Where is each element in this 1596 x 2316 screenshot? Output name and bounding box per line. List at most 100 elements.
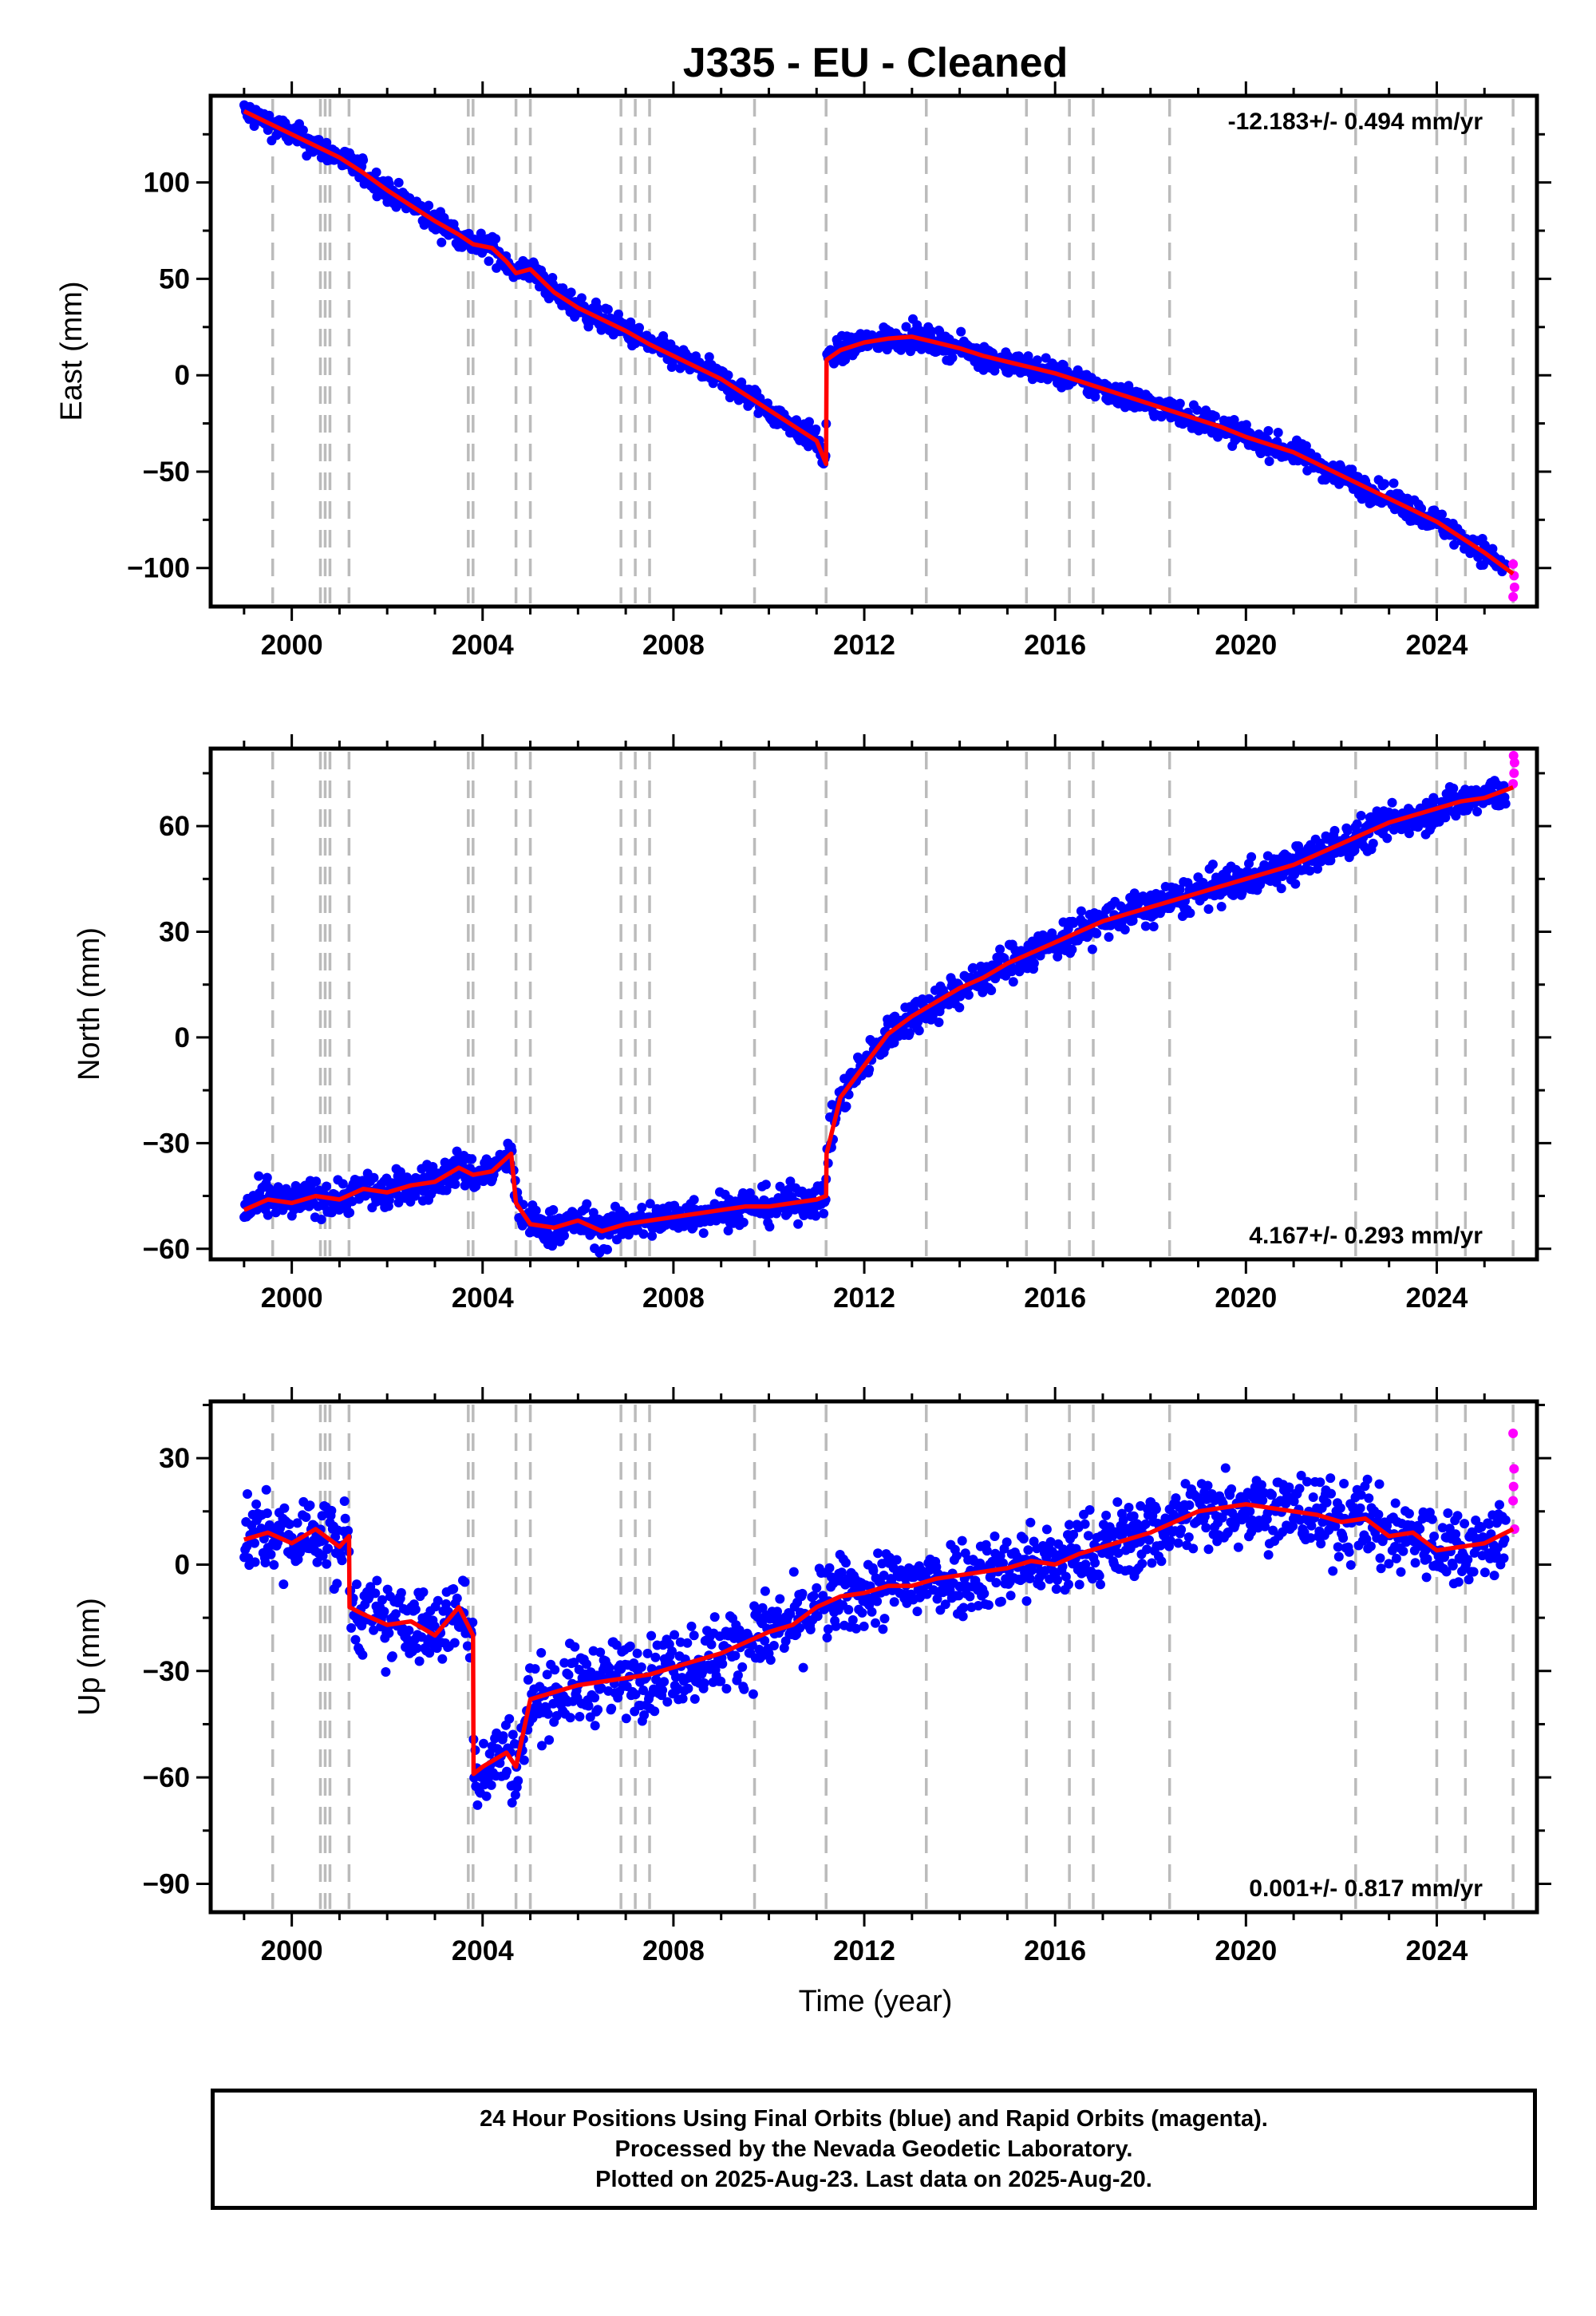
- final-point: [261, 1484, 271, 1495]
- final-point: [824, 1563, 835, 1573]
- final-point: [266, 1549, 276, 1559]
- final-point: [1199, 424, 1210, 434]
- rapid-point: [1508, 1429, 1519, 1438]
- final-point: [667, 359, 678, 370]
- y-tick-label: −60: [143, 1762, 190, 1793]
- final-point: [504, 1713, 515, 1724]
- final-point: [369, 1172, 379, 1183]
- final-point: [1188, 1543, 1199, 1554]
- final-point: [588, 1207, 598, 1218]
- y-axis-label: North (mm): [73, 927, 106, 1081]
- final-point: [765, 1655, 776, 1665]
- final-point: [1355, 1503, 1365, 1513]
- final-point: [901, 322, 911, 332]
- final-point: [721, 1684, 732, 1694]
- final-point: [424, 200, 434, 211]
- final-point: [1290, 879, 1301, 889]
- y-tick-label: 0: [175, 1549, 190, 1580]
- final-point: [311, 1176, 322, 1187]
- final-point: [1263, 425, 1274, 436]
- final-point: [1025, 1517, 1036, 1528]
- final-point: [1144, 1535, 1154, 1545]
- final-point: [1443, 1508, 1453, 1518]
- rapid-point: [1509, 582, 1519, 592]
- final-point: [760, 1586, 770, 1596]
- y-tick-label: 50: [159, 263, 190, 294]
- final-point: [566, 287, 576, 298]
- final-point: [1151, 1504, 1161, 1514]
- y-axis-label: East (mm): [55, 281, 89, 421]
- footer-line-2: Processed by the Nevada Geodetic Laborat…: [614, 2136, 1133, 2162]
- final-point: [305, 1500, 315, 1511]
- final-point: [1382, 833, 1393, 844]
- x-tick-label: 2008: [642, 630, 705, 661]
- panel-east: 2000 2004 2008 2012 2016 2020 2024 −100 −50 0 50 10…: [55, 81, 1551, 661]
- final-point: [575, 1712, 585, 1721]
- final-point: [1472, 807, 1483, 816]
- final-point: [1175, 398, 1185, 409]
- footer-line-1: 24 Hour Positions Using Final Orbits (bl…: [480, 2106, 1268, 2132]
- final-point: [717, 1658, 728, 1669]
- final-point: [637, 1203, 647, 1212]
- final-point: [531, 1205, 541, 1215]
- final-point: [345, 1207, 355, 1218]
- final-point: [460, 1577, 470, 1587]
- final-point: [1398, 1546, 1408, 1556]
- x-tick-label: 2012: [833, 1282, 895, 1314]
- rapid-point: [1508, 1481, 1519, 1492]
- final-point: [1365, 1541, 1376, 1551]
- y-tick-label: 30: [159, 917, 190, 948]
- final-point: [316, 1215, 326, 1224]
- final-point: [775, 1594, 785, 1604]
- final-point: [957, 1535, 967, 1546]
- footer-line-3: Plotted on 2025-Aug-23. Last data on 202…: [595, 2167, 1152, 2192]
- final-point: [1390, 1498, 1400, 1508]
- x-tick-label: 2012: [833, 630, 895, 661]
- final-point: [387, 1651, 397, 1662]
- final-point: [322, 137, 332, 148]
- final-point: [292, 1518, 302, 1528]
- rapid-point: [1508, 750, 1519, 761]
- final-point: [686, 1621, 697, 1631]
- final-orbit-points: [239, 100, 1511, 577]
- final-point: [1080, 1519, 1090, 1529]
- final-point: [730, 1650, 741, 1661]
- y-tick-label: −30: [143, 1128, 190, 1159]
- final-point: [650, 1652, 661, 1662]
- final-point: [448, 1584, 459, 1594]
- final-point: [428, 1162, 438, 1172]
- final-point: [358, 1650, 368, 1660]
- final-point: [1203, 1544, 1214, 1555]
- final-point: [1325, 1473, 1336, 1484]
- final-point: [859, 1621, 869, 1631]
- final-point: [583, 322, 594, 332]
- x-tick-label: 2000: [261, 1935, 323, 1966]
- final-point: [1429, 1531, 1440, 1542]
- final-point: [772, 1607, 782, 1617]
- final-point: [251, 1499, 262, 1509]
- final-point: [878, 1624, 888, 1634]
- final-point: [1267, 1490, 1277, 1500]
- final-point: [326, 1207, 337, 1218]
- final-point: [1321, 1497, 1332, 1508]
- final-point: [1437, 509, 1447, 520]
- y-tick-label: −100: [127, 553, 190, 584]
- final-point: [1203, 904, 1214, 915]
- final-point: [658, 1685, 668, 1695]
- final-point: [264, 110, 275, 121]
- final-point: [867, 1607, 877, 1617]
- final-point: [738, 1217, 749, 1227]
- final-point: [508, 1729, 518, 1740]
- final-point: [1192, 405, 1203, 415]
- final-point: [1245, 1506, 1255, 1516]
- y-tick-label: 0: [175, 360, 190, 391]
- final-point: [1410, 1558, 1420, 1568]
- y-tick-label: −60: [143, 1234, 190, 1265]
- y-tick-label: −90: [143, 1868, 190, 1899]
- final-point: [1148, 922, 1159, 931]
- final-point: [704, 352, 714, 362]
- final-point: [1101, 1510, 1112, 1520]
- final-point: [733, 1670, 743, 1681]
- x-tick-label: 2020: [1215, 1935, 1277, 1966]
- rapid-point: [1508, 591, 1519, 602]
